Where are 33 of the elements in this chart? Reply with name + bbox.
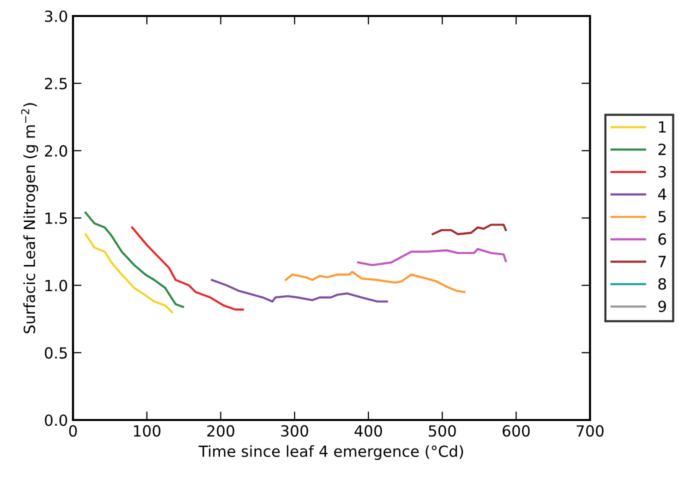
line-series [84, 233, 174, 314]
x-tick-label: 100 [134, 425, 160, 437]
y-tick-label: 1.0 [46, 280, 68, 292]
y-tick-label: 1.5 [46, 212, 67, 224]
y-tick-label: 0.5 [44, 347, 67, 359]
y-axis-title: Surfacic Leaf Nitrogen (g m$^{−2}$) [21, 103, 38, 334]
legend-label: 2 [658, 144, 666, 155]
line-series [284, 270, 466, 294]
legend-label: 7 [658, 256, 666, 268]
x-axis-title: Time since leaf 4 emergence (°Cd) [198, 445, 464, 460]
legend-label: 5 [658, 211, 666, 222]
x-tick-label: 300 [281, 425, 308, 437]
y-tick-label: 2.5 [44, 78, 67, 90]
y-tick-label: 3.0 [45, 10, 68, 22]
line-series [432, 224, 507, 236]
legend-label: 1 [659, 121, 666, 133]
legend-label: 3 [658, 166, 666, 178]
x-tick-label: 200 [207, 425, 234, 437]
legend-label: 8 [658, 278, 666, 290]
x-tick-label: 400 [354, 425, 382, 437]
line-series [131, 226, 244, 311]
y-tick-label: 0.0 [44, 414, 68, 426]
legend-label: 6 [658, 233, 666, 245]
x-tick-label: 0 [69, 425, 77, 437]
line-series [84, 212, 184, 308]
legend-label: 9 [658, 300, 666, 312]
legend-label: 4 [658, 188, 666, 200]
x-tick-label: 500 [428, 425, 456, 437]
x-tick-label: 600 [502, 425, 530, 437]
x-tick-label: 700 [576, 425, 604, 437]
line-series [210, 278, 388, 303]
line-series [357, 248, 507, 266]
y-tick-label: 2.0 [44, 145, 68, 157]
